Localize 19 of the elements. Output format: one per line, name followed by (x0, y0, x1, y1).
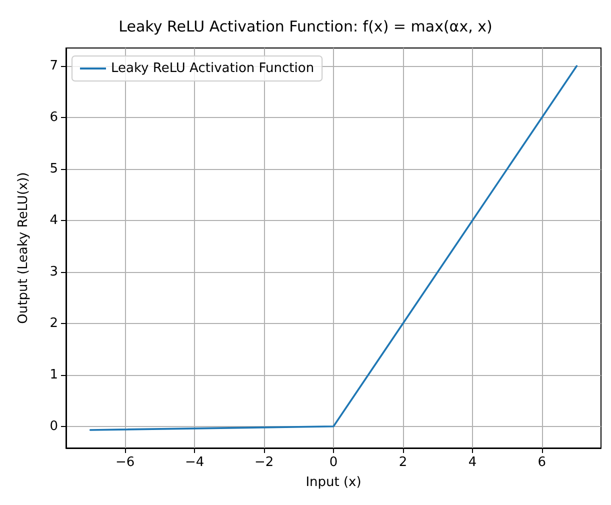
x-tick-label: 4 (468, 455, 477, 470)
chart-title: Leaky ReLU Activation Function: f(x) = max(αx, x) (118, 18, 492, 36)
x-axis-title: Input (x) (306, 475, 362, 490)
y-tick-label: 7 (50, 58, 58, 74)
y-tick-label: 5 (50, 161, 58, 176)
x-tick-label: −2 (254, 455, 274, 470)
y-tick-label: 1 (50, 367, 58, 382)
y-tick-label: 2 (50, 316, 58, 331)
y-tick-label: 3 (50, 264, 58, 280)
x-tick-label: −4 (184, 455, 204, 470)
legend-label: Leaky ReLU Activation Function (111, 61, 314, 76)
y-axis-title: Output (Leaky ReLU(x)) (16, 172, 31, 324)
y-tick-label: 0 (50, 418, 58, 434)
x-tick-label: 0 (329, 455, 338, 470)
y-tick-label: 4 (50, 212, 58, 228)
x-tick-label: 6 (538, 455, 546, 470)
x-tick-label: −6 (115, 455, 135, 470)
y-tick-label: 6 (50, 110, 58, 125)
x-tick-label: 2 (398, 455, 408, 470)
